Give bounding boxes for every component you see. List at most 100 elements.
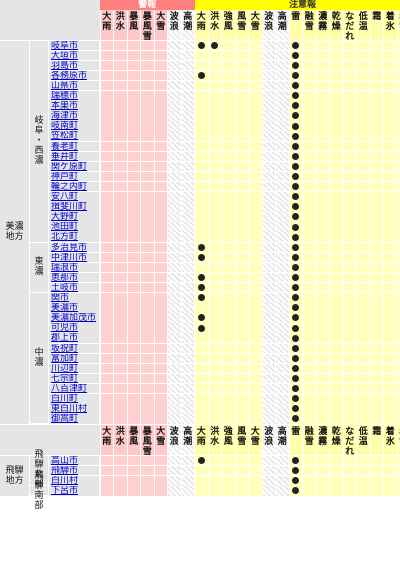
status-cell — [276, 242, 289, 253]
status-cell — [195, 151, 208, 162]
municipality-link[interactable]: 養老町 — [51, 141, 79, 152]
status-cell — [154, 252, 167, 263]
municipality-link[interactable]: 川辺町 — [51, 363, 79, 374]
warning-column-header: 波 浪 — [168, 425, 181, 456]
status-cell — [303, 151, 316, 162]
status-cell — [181, 363, 194, 374]
municipality-link[interactable]: 関ケ原町 — [51, 161, 88, 172]
status-cell — [195, 121, 208, 131]
status-cell — [168, 181, 181, 192]
municipality-link[interactable]: 白川町 — [51, 394, 79, 404]
status-cell — [168, 476, 181, 486]
status-cell — [357, 141, 370, 152]
status-cell — [384, 161, 397, 172]
advisory-column-header: 高 潮 — [276, 10, 289, 40]
municipality-link[interactable]: 安八町 — [51, 192, 79, 202]
status-cell — [154, 222, 167, 232]
municipality-link[interactable]: 美濃市 — [51, 303, 79, 313]
subarea-label: 飛 騨 南 部 — [30, 471, 48, 511]
status-cell — [222, 293, 235, 303]
status-cell — [384, 242, 397, 253]
status-cell — [384, 151, 397, 162]
status-cell — [330, 91, 343, 101]
status-cell — [222, 141, 235, 152]
status-cell — [289, 455, 302, 466]
status-cell — [249, 282, 262, 293]
municipality-link[interactable]: 富加町 — [51, 353, 79, 364]
issued-marker — [292, 203, 300, 211]
municipality-link[interactable]: 本巣市 — [51, 101, 79, 111]
municipality-link[interactable]: 大垣市 — [51, 50, 79, 61]
municipality-cell: 中津川市 — [49, 252, 99, 263]
municipality-link[interactable]: 池田町 — [51, 222, 79, 232]
municipality-link[interactable]: 高山市 — [51, 455, 79, 466]
status-cell — [114, 303, 127, 313]
status-cell — [100, 353, 113, 364]
status-cell — [249, 323, 262, 333]
municipality-link[interactable]: 白川村 — [51, 476, 79, 486]
municipality-link[interactable]: 各務原市 — [51, 70, 88, 81]
status-cell — [357, 476, 370, 486]
status-cell — [303, 455, 316, 466]
municipality-link[interactable]: 大野町 — [51, 212, 79, 222]
municipality-link[interactable]: 飛騨市 — [51, 465, 79, 476]
municipality-link[interactable]: 垂井町 — [51, 151, 79, 162]
municipality-link[interactable]: 七宗町 — [51, 373, 79, 384]
issued-marker — [292, 152, 300, 160]
municipality-link[interactable]: 海津市 — [51, 111, 79, 121]
status-cell — [357, 181, 370, 192]
status-cell — [222, 373, 235, 384]
status-cell — [141, 303, 154, 313]
status-cell — [249, 101, 262, 111]
status-cell — [168, 373, 181, 384]
status-cell — [343, 121, 356, 131]
status-cell — [195, 70, 208, 81]
municipality-link[interactable]: 関市 — [51, 293, 70, 303]
status-cell — [303, 50, 316, 61]
municipality-link[interactable]: 瑞浪市 — [51, 262, 79, 273]
municipality-link[interactable]: 中津川市 — [51, 252, 88, 263]
municipality-link[interactable]: 笠松町 — [51, 131, 79, 141]
municipality-link[interactable]: 恵那市 — [51, 272, 79, 283]
municipality-link[interactable]: 可児市 — [51, 323, 79, 333]
status-cell — [384, 171, 397, 182]
subarea-label: 中 濃 — [30, 293, 48, 424]
status-cell — [114, 212, 127, 222]
status-cell — [330, 222, 343, 232]
municipality-link[interactable]: 岐南町 — [51, 121, 79, 131]
warning-column-header: 暴 風 雪 — [141, 425, 154, 458]
municipality-link[interactable]: 北方町 — [51, 232, 79, 242]
status-cell — [208, 181, 221, 192]
status-cell — [357, 222, 370, 232]
status-cell — [370, 161, 383, 172]
status-cell — [141, 222, 154, 232]
status-cell — [168, 272, 181, 283]
status-cell — [303, 293, 316, 303]
municipality-link[interactable]: 郡上市 — [51, 333, 79, 343]
status-cell — [100, 383, 113, 394]
status-cell — [249, 303, 262, 313]
municipality-link[interactable]: 神戸町 — [51, 171, 79, 182]
status-cell — [168, 486, 181, 496]
status-cell — [235, 262, 248, 273]
municipality-link[interactable]: 瑞穂市 — [51, 91, 79, 101]
municipality-link[interactable]: 御嵩町 — [51, 414, 79, 424]
municipality-link[interactable]: 八百津町 — [51, 383, 88, 394]
municipality-link[interactable]: 美濃加茂市 — [51, 313, 97, 323]
status-cell — [303, 465, 316, 476]
municipality-link[interactable]: 山県市 — [51, 80, 79, 91]
municipality-link[interactable]: 土岐市 — [51, 282, 79, 293]
issued-marker — [197, 314, 205, 322]
municipality-link[interactable]: 下呂市 — [51, 486, 79, 496]
status-cell — [127, 60, 140, 71]
municipality-link[interactable]: 揖斐川町 — [51, 202, 88, 212]
municipality-link[interactable]: 東白川村 — [51, 404, 88, 414]
municipality-link[interactable]: 坂祝町 — [51, 343, 79, 354]
municipality-link[interactable]: 輪之内町 — [51, 181, 88, 192]
municipality-link[interactable]: 岐阜市 — [51, 40, 79, 51]
municipality-link[interactable]: 羽島市 — [51, 60, 79, 71]
status-cell — [235, 242, 248, 253]
municipality-link[interactable]: 多治見市 — [51, 242, 88, 253]
status-cell — [330, 455, 343, 466]
status-cell — [316, 181, 329, 192]
